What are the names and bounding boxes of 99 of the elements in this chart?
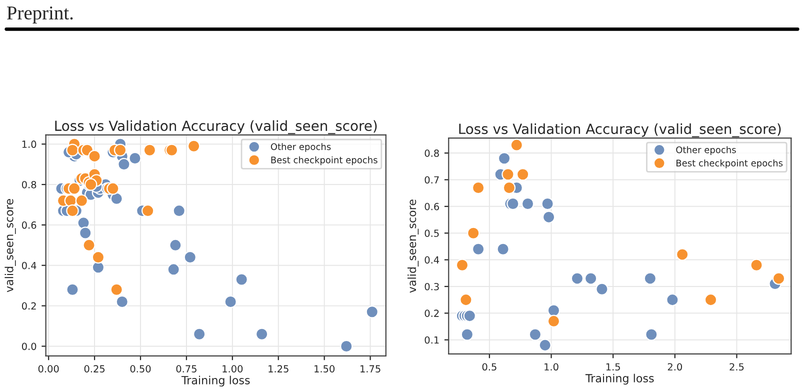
y-tick-label: 0.8 (22, 180, 36, 188)
point (472, 242, 485, 256)
y-tick-label: 0.7 (424, 176, 439, 184)
point (235, 273, 248, 286)
point (255, 328, 268, 340)
point (502, 181, 516, 194)
point (340, 340, 353, 353)
chart-title: Loss vs Validation Accuracy (valid_seen_score) (459, 123, 781, 138)
point (584, 272, 598, 285)
x-tick-label: 1.25 (268, 365, 288, 372)
y-axis-title: valid_seen_score (4, 199, 16, 292)
point (547, 314, 560, 328)
point (570, 272, 584, 285)
point (68, 182, 81, 195)
x-axis-title: Training loss (181, 376, 250, 387)
x-tick-label: 2.0 (668, 363, 682, 371)
x-tick-label: 0.75 (176, 365, 196, 372)
x-tick-label: 2.5 (730, 363, 744, 371)
point (510, 138, 524, 152)
point (463, 309, 476, 322)
point (644, 272, 657, 285)
point (460, 328, 474, 341)
point (750, 258, 763, 272)
legend-label: Other epochs (676, 146, 736, 155)
point (676, 248, 689, 261)
point (496, 242, 510, 256)
point (116, 295, 128, 308)
point (187, 140, 200, 152)
y-tick-label: 0.8 (424, 150, 439, 157)
point (143, 144, 156, 157)
point (118, 158, 130, 171)
x-tick-label: 0.50 (130, 365, 151, 372)
point (66, 204, 79, 218)
point (77, 216, 90, 230)
point (167, 263, 180, 276)
x-tick-label: 1.5 (606, 363, 620, 371)
point (128, 152, 142, 165)
text: Preprint. (6, 6, 73, 24)
y-tick-label: 0.2 (22, 302, 36, 310)
point (772, 272, 786, 285)
point (106, 182, 120, 195)
point (466, 226, 480, 240)
legend-label: Best checkpoint epochs (271, 156, 378, 166)
chart-title: Loss vs Validation Accuracy (valid_seen_score) (55, 120, 377, 134)
legend-label: Other epochs (270, 143, 331, 152)
y-tick-label: 0.1 (424, 336, 439, 344)
point (528, 328, 542, 341)
point (666, 293, 679, 306)
point (110, 192, 123, 206)
point (502, 168, 514, 181)
y-tick-label: 0.6 (22, 221, 36, 229)
point (521, 197, 534, 210)
point (66, 283, 79, 296)
point (456, 258, 469, 272)
y-axis-title: valid_seen_score (408, 200, 419, 293)
point (542, 210, 556, 224)
point (184, 250, 197, 264)
point (645, 328, 658, 341)
x-tick-label: 0.5 (482, 363, 496, 371)
y-tick-label: 0.2 (424, 310, 439, 317)
x-tick-label: 1.00 (222, 365, 243, 372)
point (472, 181, 485, 194)
point (460, 293, 472, 306)
point (506, 197, 520, 210)
point (538, 338, 552, 352)
point (92, 250, 105, 264)
point (66, 144, 79, 157)
point (110, 283, 123, 296)
point (114, 144, 127, 157)
point (516, 168, 530, 181)
point (704, 293, 718, 306)
point (141, 204, 154, 218)
point (541, 197, 554, 210)
point (498, 152, 511, 165)
point (169, 238, 182, 252)
y-tick-label: 0.0 (22, 342, 36, 350)
point (596, 282, 608, 296)
y-tick-label: 0.4 (22, 262, 36, 270)
point (192, 328, 206, 340)
point (366, 306, 378, 318)
y-tick-label: 1.0 (22, 140, 36, 148)
legend-label: Best checkpoint epochs (676, 159, 783, 168)
y-tick-label: 0.6 (424, 202, 439, 210)
point (75, 194, 88, 208)
y-tick-label: 0.3 (424, 282, 439, 290)
x-tick-label: 0.25 (84, 365, 105, 372)
point (82, 238, 96, 252)
x-tick-label: 1.50 (314, 365, 335, 372)
point (88, 150, 101, 163)
point (172, 204, 186, 218)
x-axis-title: Training loss (585, 374, 654, 385)
x-tick-label: 1.75 (360, 365, 380, 372)
point (224, 295, 237, 308)
point (78, 226, 92, 240)
x-tick-label: 0.00 (38, 365, 59, 372)
y-tick-label: 0.5 (424, 230, 439, 237)
y-tick-label: 0.4 (424, 256, 440, 264)
x-tick-label: 1.0 (544, 363, 558, 371)
point (547, 304, 560, 317)
